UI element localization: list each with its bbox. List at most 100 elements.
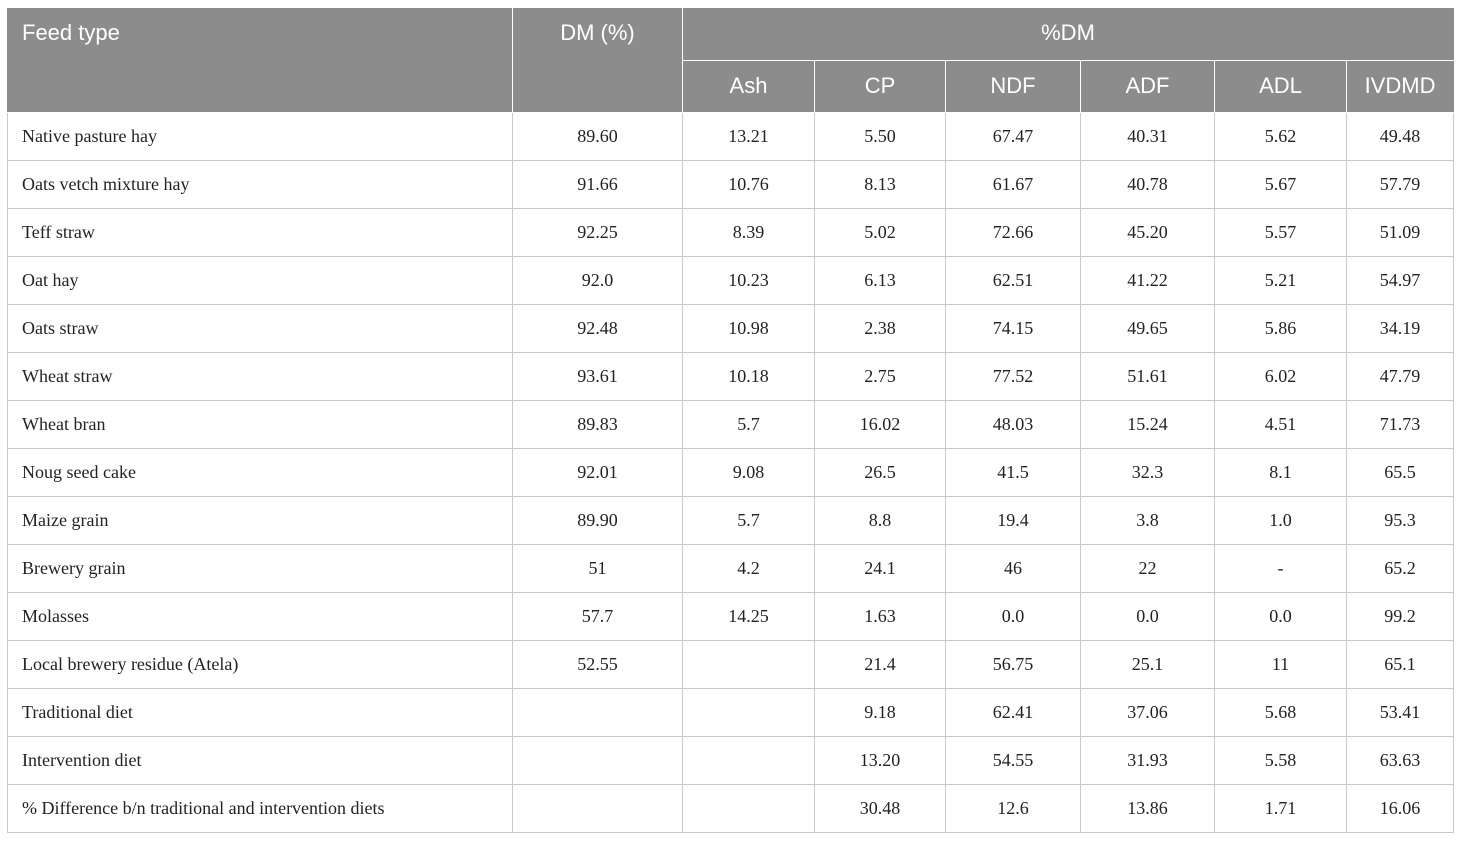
- table-row: Traditional diet 9.18 62.41 37.06 5.68 53.41: [7, 687, 1455, 737]
- adl-cell: 4.51: [1214, 399, 1347, 449]
- adf-cell: 3.8: [1080, 495, 1215, 545]
- adf-cell: 40.78: [1080, 159, 1215, 209]
- adf-cell: 41.22: [1080, 255, 1215, 305]
- ivdmd-cell: 54.97: [1345, 255, 1455, 305]
- header-ndf: NDF: [945, 59, 1081, 113]
- ash-cell: 5.7: [682, 495, 815, 545]
- ndf-cell: 12.6: [945, 783, 1081, 833]
- dm-cell: 52.55: [512, 639, 683, 689]
- cp-cell: 13.20: [814, 735, 946, 785]
- dm-cell: 89.60: [512, 111, 683, 161]
- ivdmd-cell: 99.2: [1345, 591, 1455, 641]
- ndf-cell: 46: [945, 543, 1081, 593]
- header-row-secondary: Ash CP NDF ADF ADL IVDMD: [8, 59, 1455, 113]
- header-adf: ADF: [1080, 59, 1215, 113]
- ndf-cell: 19.4: [945, 495, 1081, 545]
- cp-cell: 1.63: [814, 591, 946, 641]
- adl-cell: 8.1: [1214, 447, 1347, 497]
- cp-cell: 2.38: [814, 303, 946, 353]
- adf-cell: 51.61: [1080, 351, 1215, 401]
- ndf-cell: 62.41: [945, 687, 1081, 737]
- feed-name-cell: Oats vetch mixture hay: [7, 159, 513, 209]
- feed-name-cell: Noug seed cake: [7, 447, 513, 497]
- feed-name-cell: Wheat bran: [7, 399, 513, 449]
- feed-name-cell: % Difference b/n traditional and interve…: [7, 783, 513, 833]
- cp-cell: 30.48: [814, 783, 946, 833]
- feed-name-cell: Oat hay: [7, 255, 513, 305]
- adl-cell: 5.62: [1214, 111, 1347, 161]
- adf-cell: 15.24: [1080, 399, 1215, 449]
- cp-cell: 2.75: [814, 351, 946, 401]
- adl-cell: 0.0: [1214, 591, 1347, 641]
- ndf-cell: 56.75: [945, 639, 1081, 689]
- ivdmd-cell: 65.2: [1345, 543, 1455, 593]
- adl-cell: 6.02: [1214, 351, 1347, 401]
- dm-cell: [512, 687, 683, 737]
- table-row: Maize grain 89.90 5.7 8.8 19.4 3.8 1.0 95.3: [7, 495, 1455, 545]
- dm-cell: 91.66: [512, 159, 683, 209]
- cp-cell: 16.02: [814, 399, 946, 449]
- cp-cell: 9.18: [814, 687, 946, 737]
- dm-cell: 92.01: [512, 447, 683, 497]
- ndf-cell: 77.52: [945, 351, 1081, 401]
- dm-cell: 92.48: [512, 303, 683, 353]
- feed-name-cell: Wheat straw: [7, 351, 513, 401]
- table-row: Brewery grain 51 4.2 24.1 46 22-65.2: [7, 543, 1455, 593]
- ndf-cell: 54.55: [945, 735, 1081, 785]
- adl-cell: 5.58: [1214, 735, 1347, 785]
- ivdmd-cell: 51.09: [1345, 207, 1455, 257]
- table-row: Oats vetch mixture hay 91.66 10.76 8.13 61.6…: [7, 159, 1455, 209]
- ivdmd-cell: 65.5: [1345, 447, 1455, 497]
- adf-cell: 37.06: [1080, 687, 1215, 737]
- adf-cell: 49.65: [1080, 303, 1215, 353]
- dm-cell: 89.83: [512, 399, 683, 449]
- header-ivdmd: IVDMD: [1345, 59, 1455, 113]
- adl-cell: 1.0: [1214, 495, 1347, 545]
- ndf-cell: 72.66: [945, 207, 1081, 257]
- header-cp: CP: [814, 59, 946, 113]
- table-row: Wheat straw 93.61 10.18 2.75 77.52 51.61 6.02 4…: [7, 351, 1455, 401]
- feed-name-cell: Local brewery residue (Atela): [7, 639, 513, 689]
- feed-name-cell: Molasses: [7, 591, 513, 641]
- ash-cell: 9.08: [682, 447, 815, 497]
- adf-cell: 32.3: [1080, 447, 1215, 497]
- ash-cell: 8.39: [682, 207, 815, 257]
- adl-cell: 5.67: [1214, 159, 1347, 209]
- feed-name-cell: Native pasture hay: [7, 111, 513, 161]
- cp-cell: 8.13: [814, 159, 946, 209]
- ndf-cell: 67.47: [945, 111, 1081, 161]
- dm-cell: 89.90: [512, 495, 683, 545]
- header-dm-percent: DM (%): [512, 8, 683, 113]
- adl-cell: 5.57: [1214, 207, 1347, 257]
- adf-cell: 13.86: [1080, 783, 1215, 833]
- table-row: Teff straw 92.25 8.39 5.02 72.66 45.20 5.57 51.…: [7, 207, 1455, 257]
- ash-cell: 14.25: [682, 591, 815, 641]
- table-row: Oat hay 92.0 10.23 6.13 62.51 41.22 5.21 54.97: [7, 255, 1455, 305]
- ivdmd-cell: 65.1: [1345, 639, 1455, 689]
- cp-cell: 8.8: [814, 495, 946, 545]
- ash-cell: 5.7: [682, 399, 815, 449]
- ash-cell: 4.2: [682, 543, 815, 593]
- ash-cell: 10.98: [682, 303, 815, 353]
- feed-name-cell: Maize grain: [7, 495, 513, 545]
- header-adl: ADL: [1214, 59, 1347, 113]
- ndf-cell: 41.5: [945, 447, 1081, 497]
- dm-cell: 92.0: [512, 255, 683, 305]
- ndf-cell: 48.03: [945, 399, 1081, 449]
- adf-cell: 31.93: [1080, 735, 1215, 785]
- feed-composition-table: Feed type DM (%) %DM Ash CP NDF ADF ADL …: [7, 8, 1455, 833]
- cp-cell: 21.4: [814, 639, 946, 689]
- adl-cell: -: [1214, 543, 1347, 593]
- cp-cell: 6.13: [814, 255, 946, 305]
- table-row: Native pasture hay 89.60 13.21 5.50 67.47 40.…: [7, 111, 1455, 161]
- table-row: Intervention diet 13.20 54.55 31.93 5.58 63.6…: [7, 735, 1455, 785]
- ash-cell: 10.23: [682, 255, 815, 305]
- dm-cell: 51: [512, 543, 683, 593]
- cp-cell: 5.02: [814, 207, 946, 257]
- table-body: Native pasture hay 89.60 13.21 5.50 67.47 40.…: [7, 111, 1455, 833]
- ndf-cell: 62.51: [945, 255, 1081, 305]
- ndf-cell: 61.67: [945, 159, 1081, 209]
- dm-cell: 57.7: [512, 591, 683, 641]
- header-row-primary: Feed type DM (%) %DM: [7, 8, 1455, 113]
- adl-cell: 5.21: [1214, 255, 1347, 305]
